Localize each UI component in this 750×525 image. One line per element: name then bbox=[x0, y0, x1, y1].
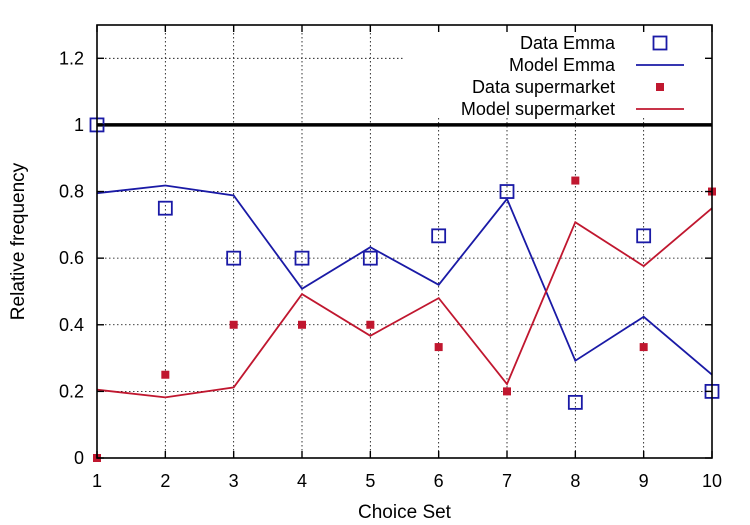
data-point bbox=[571, 176, 580, 185]
y-tick-label: 0.6 bbox=[59, 248, 84, 268]
data-point bbox=[434, 343, 443, 352]
y-tick-label: 0.8 bbox=[59, 182, 84, 202]
x-tick-label: 2 bbox=[160, 471, 170, 491]
data-point bbox=[298, 320, 306, 329]
series-layer bbox=[89, 117, 720, 462]
legend-label: Data supermarket bbox=[472, 77, 615, 97]
x-tick-label: 3 bbox=[229, 471, 239, 491]
legend-label: Data Emma bbox=[520, 33, 616, 53]
legend-marker-sample bbox=[656, 83, 664, 91]
y-axis-label: Relative frequency bbox=[8, 162, 29, 320]
y-tick-label: 1.2 bbox=[59, 48, 84, 68]
x-axis-label: Choice Set bbox=[358, 502, 452, 523]
data-point bbox=[567, 394, 583, 410]
data-point bbox=[636, 228, 652, 244]
legend-label: Model supermarket bbox=[461, 99, 615, 119]
legend-marker-sample bbox=[652, 35, 668, 51]
y-tick-label: 0.4 bbox=[59, 315, 84, 335]
plot-frame bbox=[96, 24, 713, 459]
grid-lines bbox=[97, 25, 712, 458]
x-tick-label: 10 bbox=[702, 471, 722, 491]
axis-ticks: 0 0.2 0.4 0.6 0.8 1 1.2 1 2 3 4 5 6 7 8 9 10 bbox=[59, 25, 722, 491]
data-point bbox=[639, 343, 648, 352]
x-tick-label: 8 bbox=[570, 471, 580, 491]
y-tick-label: 0.2 bbox=[59, 381, 84, 401]
legend-label: Model Emma bbox=[509, 55, 616, 75]
y-tick-label: 0 bbox=[74, 448, 84, 468]
x-tick-label: 5 bbox=[365, 471, 375, 491]
data-point bbox=[157, 200, 173, 216]
series-line-3 bbox=[96, 207, 713, 399]
data-point bbox=[226, 250, 242, 266]
data-point bbox=[161, 370, 170, 379]
x-tick-label: 6 bbox=[434, 471, 444, 491]
series-line-1 bbox=[96, 184, 713, 376]
data-point bbox=[503, 387, 511, 396]
x-tick-label: 1 bbox=[92, 471, 102, 491]
x-tick-label: 7 bbox=[502, 471, 512, 491]
data-point bbox=[366, 320, 375, 329]
data-point bbox=[229, 320, 238, 329]
y-tick-label: 1 bbox=[74, 115, 84, 135]
x-tick-label: 9 bbox=[639, 471, 649, 491]
x-tick-label: 4 bbox=[297, 471, 307, 491]
data-point bbox=[294, 250, 310, 266]
data-point bbox=[431, 228, 447, 244]
data-point bbox=[362, 250, 378, 266]
